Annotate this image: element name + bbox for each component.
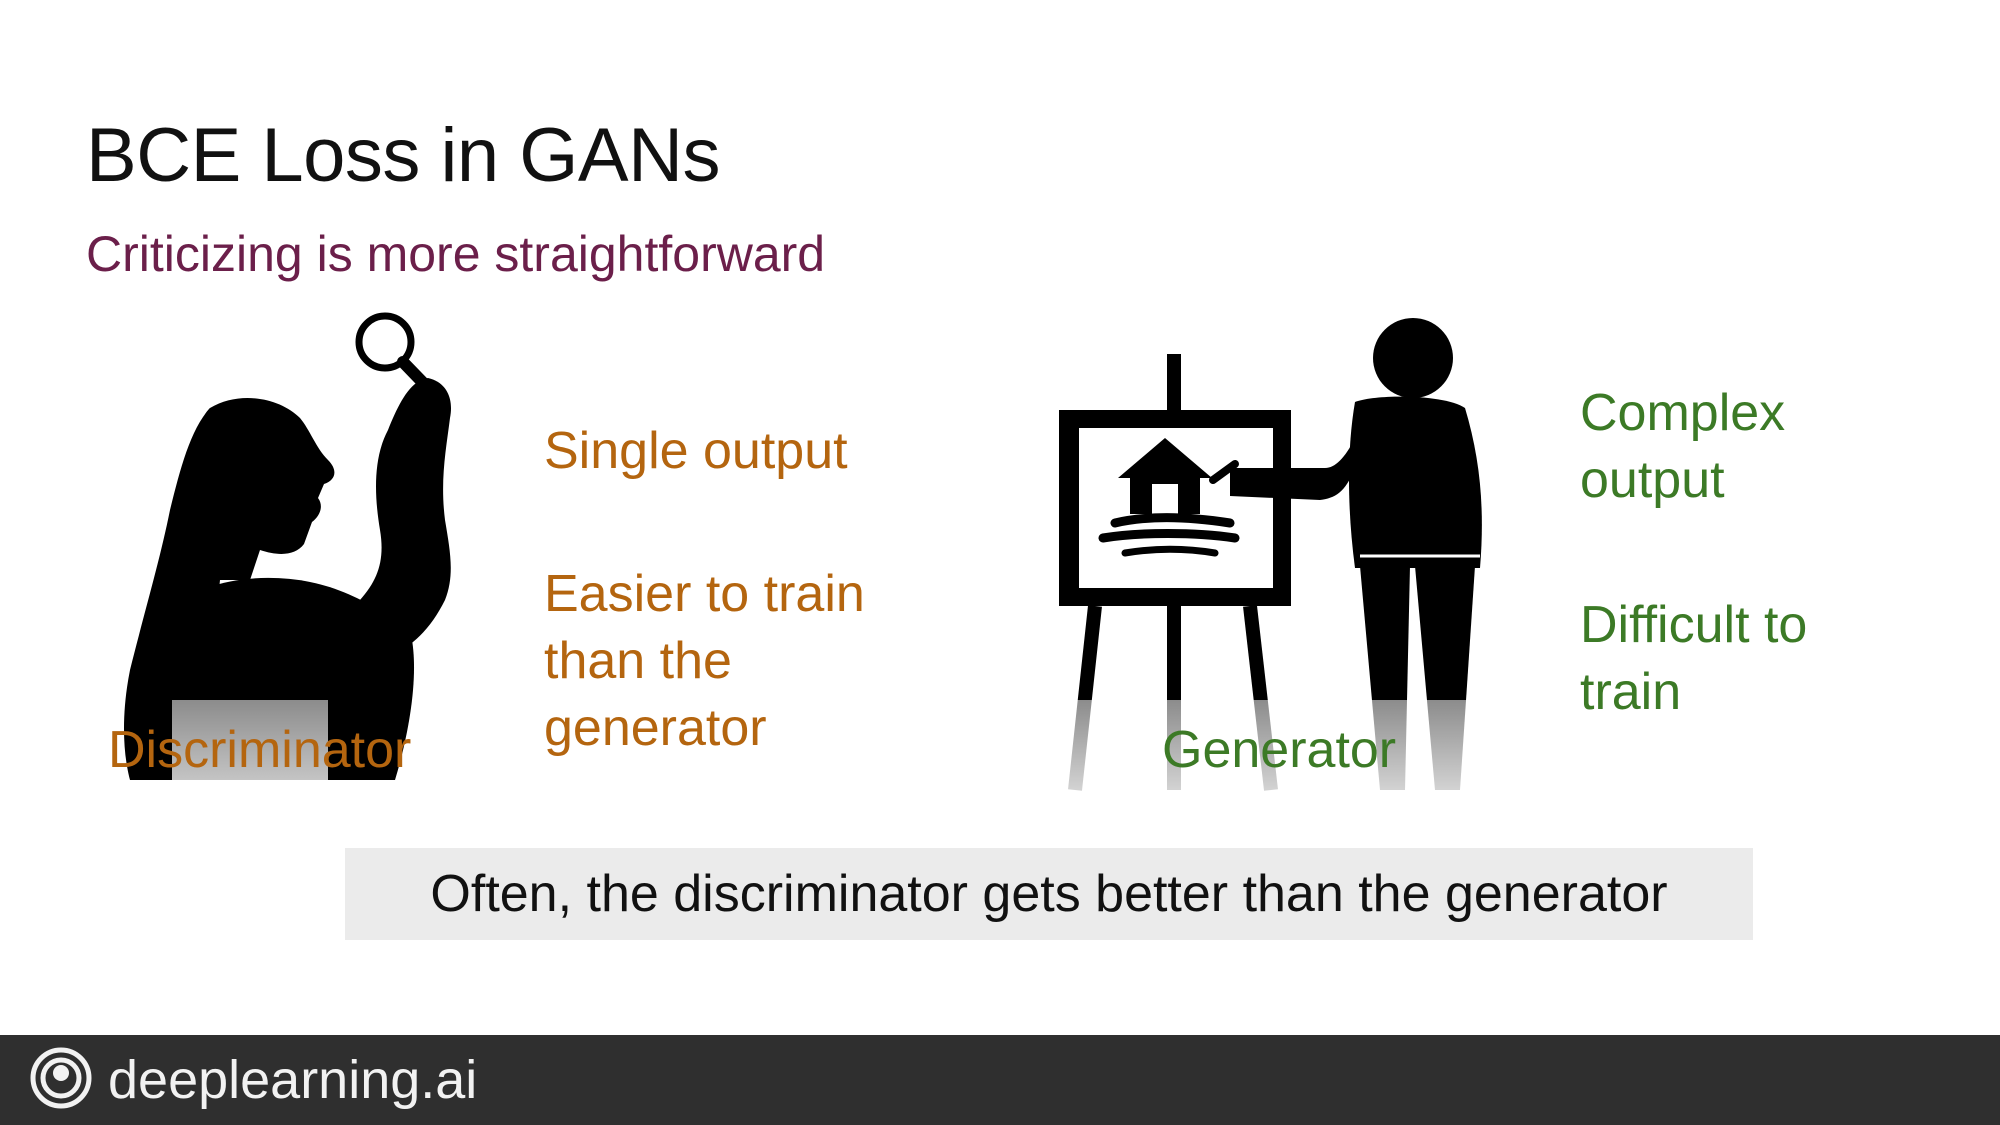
slide-title: BCE Loss in GANs bbox=[86, 113, 721, 198]
brand: deeplearning.ai bbox=[30, 1035, 477, 1125]
footer-bar: deeplearning.ai bbox=[0, 1035, 2000, 1125]
generator-point-1: Complex output bbox=[1580, 384, 1786, 509]
person-with-magnifier-icon bbox=[110, 310, 490, 810]
generator-fade bbox=[1055, 700, 1485, 798]
discriminator-fade bbox=[172, 700, 328, 810]
generator-label: Generator bbox=[1162, 721, 1397, 779]
discriminator-point-1: Single output bbox=[544, 422, 848, 480]
discriminator-point-2: Easier to train than the generator bbox=[544, 565, 865, 757]
key-takeaway-note: Often, the discriminator gets better tha… bbox=[345, 848, 1753, 940]
deeplearning-logo-icon bbox=[30, 1047, 92, 1114]
generator-point-2: Difficult to train bbox=[1580, 596, 1808, 721]
brand-name: deeplearning.ai bbox=[108, 1050, 478, 1110]
slide-subtitle: Criticizing is more straightforward bbox=[86, 226, 826, 282]
key-takeaway-text: Often, the discriminator gets better tha… bbox=[430, 865, 1668, 923]
discriminator-label: Discriminator bbox=[108, 721, 412, 779]
